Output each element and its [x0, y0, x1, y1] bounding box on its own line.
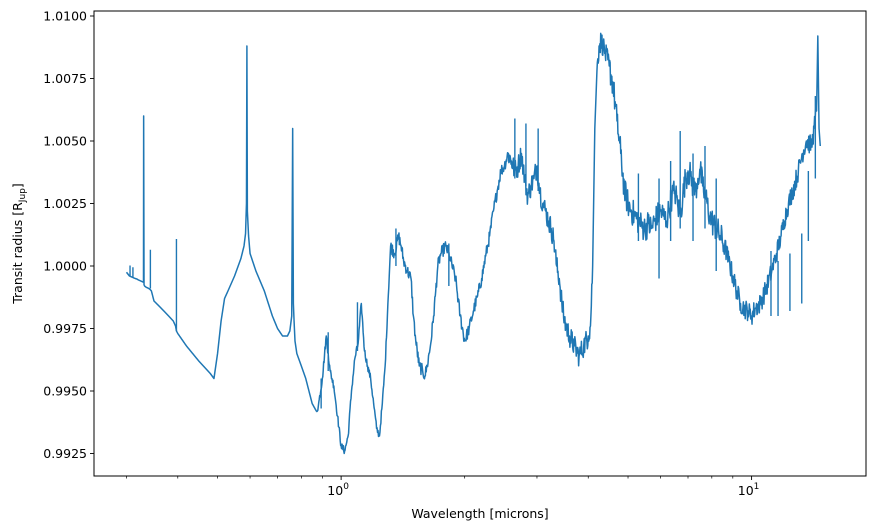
y-tick-label: 1.0075	[43, 71, 87, 86]
y-axis-label-subscript: Jup	[18, 188, 28, 203]
y-axis-label-main: Transit radius [R	[10, 202, 25, 305]
plot-area	[125, 32, 822, 455]
y-axis-label: Transit radius [RJup]	[10, 183, 28, 305]
x-axis-ticks: 100 101	[126, 476, 760, 498]
x-tick-label: 100	[327, 482, 349, 498]
y-tick-label: 1.0025	[43, 196, 87, 211]
y-tick-label: 0.9975	[43, 321, 87, 336]
y-axis-ticks: 0.9925 0.9950 0.9975 1.0000 1.0025 1.0050 1.00…	[43, 9, 94, 461]
y-tick-label: 0.9950	[43, 384, 87, 399]
x-axis-label: Wavelength [microns]	[411, 506, 548, 521]
y-tick-label: 1.0050	[43, 134, 87, 149]
y-tick-label: 1.0100	[43, 9, 87, 24]
y-tick-label: 1.0000	[43, 259, 87, 274]
axes-frame	[93, 10, 867, 477]
y-axis-label-end: ]	[10, 183, 25, 188]
x-tick-label: 101	[738, 482, 760, 498]
y-tick-label: 0.9925	[43, 446, 87, 461]
